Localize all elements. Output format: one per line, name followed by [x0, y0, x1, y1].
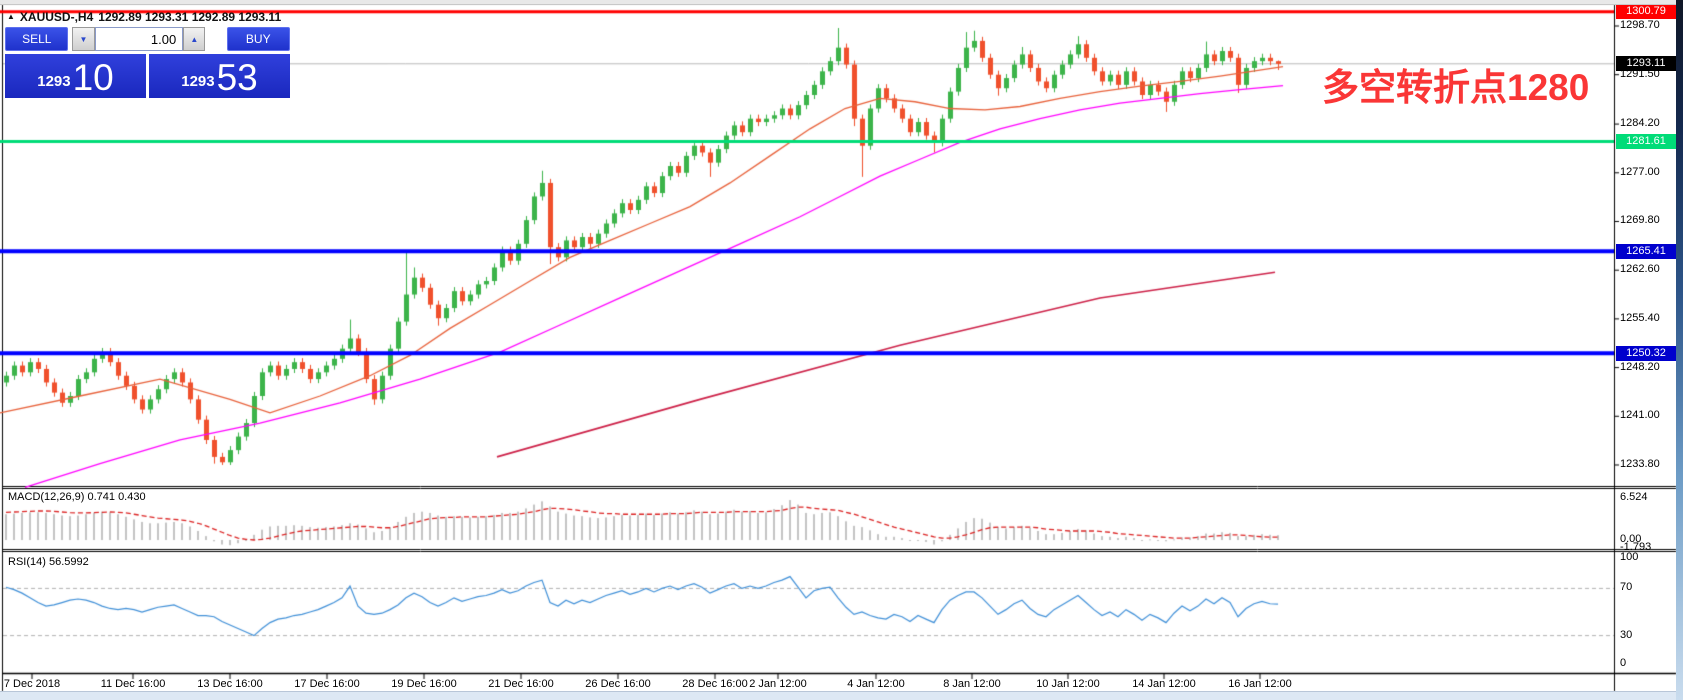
sell-price-pips: 10 — [72, 56, 114, 98]
price-tick-label: 1248.20 — [1620, 360, 1660, 373]
time-tick-label: 28 Dec 16:00 — [682, 678, 748, 690]
price-tick-label: 1262.60 — [1620, 263, 1660, 276]
time-tick-label: 2 Jan 12:00 — [749, 678, 807, 690]
time-tick-label: 14 Jan 12:00 — [1132, 678, 1196, 690]
rsi-name: RSI(14) — [8, 556, 46, 568]
macd-values: 0.741 0.430 — [87, 491, 146, 503]
price-tick-label: 1269.80 — [1620, 214, 1660, 227]
rsi-scale-label: 100 — [1620, 551, 1639, 563]
symbol-period-label: XAUUSD-,H4 — [19, 10, 94, 24]
macd-scale-label: 0.00 — [1620, 533, 1642, 545]
price-tick-label: 1284.20 — [1620, 117, 1660, 130]
price-badge: 1293.11 — [1616, 56, 1676, 72]
buy-button[interactable]: BUY — [226, 27, 290, 51]
macd-scale-label: 6.524 — [1620, 491, 1648, 503]
time-tick-label: 7 Dec 2018 — [3, 678, 61, 690]
sell-price-main: 1293 — [37, 73, 71, 90]
price-tick-label: 1255.40 — [1620, 311, 1660, 324]
sell-button[interactable]: SELL — [5, 27, 69, 51]
buy-price-pips: 53 — [216, 56, 258, 98]
rsi-scale-label: 30 — [1620, 629, 1633, 641]
time-tick-label: 4 Jan 12:00 — [847, 678, 905, 690]
price-badge: 1281.61 — [1616, 134, 1676, 150]
macd-name: MACD(12,26,9) — [8, 491, 85, 503]
window-bottom-edge — [0, 691, 1683, 700]
price-tick-label: 1277.00 — [1620, 165, 1660, 178]
spinner-up-icon: ▲ — [190, 34, 199, 44]
time-tick-label: 10 Jan 12:00 — [1036, 678, 1100, 690]
price-tick-label: 1241.00 — [1620, 409, 1660, 422]
volume-increase-button[interactable]: ▲ — [183, 27, 206, 51]
time-tick-label: 16 Jan 12:00 — [1228, 678, 1292, 690]
chart-annotation-text: 多空转折点1280 — [1322, 67, 1590, 108]
buy-price-main: 1293 — [181, 73, 215, 90]
chart-title: ▲ XAUUSD-,H4 1292.89 1293.31 1292.89 129… — [7, 10, 281, 24]
time-tick-label: 11 Dec 16:00 — [100, 678, 166, 690]
macd-scale-label: -1.793 — [1620, 541, 1652, 553]
price-badge: 1250.32 — [1616, 345, 1676, 361]
collapse-panel-icon[interactable]: ▲ — [7, 12, 15, 21]
price-badge: 1265.41 — [1616, 243, 1676, 259]
price-tick-label: 1233.80 — [1620, 457, 1660, 470]
rsi-indicator-label: RSI(14) 56.5992 — [8, 556, 89, 568]
time-tick-label: 26 Dec 16:00 — [585, 678, 651, 690]
one-click-trading-panel: SELL ▼ 1.00 ▲ BUY 1293 10 1293 53 — [5, 27, 290, 98]
buy-price-box[interactable]: 1293 53 — [149, 54, 290, 98]
window-right-edge — [1676, 0, 1683, 700]
window-top-edge — [0, 0, 1683, 5]
rsi-value: 56.5992 — [48, 556, 89, 568]
sell-price-box[interactable]: 1293 10 — [5, 54, 146, 98]
time-tick-label: 8 Jan 12:00 — [943, 678, 1001, 690]
volume-input[interactable]: 1.00 — [94, 27, 184, 51]
time-tick-label: 17 Dec 16:00 — [294, 678, 360, 690]
ohlc-values: 1292.89 1293.31 1292.89 1293.11 — [98, 10, 282, 24]
time-tick-label: 21 Dec 16:00 — [488, 678, 554, 690]
spinner-down-icon: ▼ — [79, 34, 88, 44]
rsi-scale-label: 0 — [1620, 657, 1627, 669]
macd-indicator-label: MACD(12,26,9) 0.741 0.430 — [8, 491, 146, 503]
volume-decrease-button[interactable]: ▼ — [72, 27, 95, 51]
price-tick-label: 1298.70 — [1620, 19, 1660, 31]
time-tick-label: 13 Dec 16:00 — [197, 678, 263, 690]
time-tick-label: 19 Dec 16:00 — [391, 678, 457, 690]
price-badge: 1300.79 — [1616, 4, 1676, 20]
rsi-scale-label: 70 — [1620, 581, 1633, 593]
